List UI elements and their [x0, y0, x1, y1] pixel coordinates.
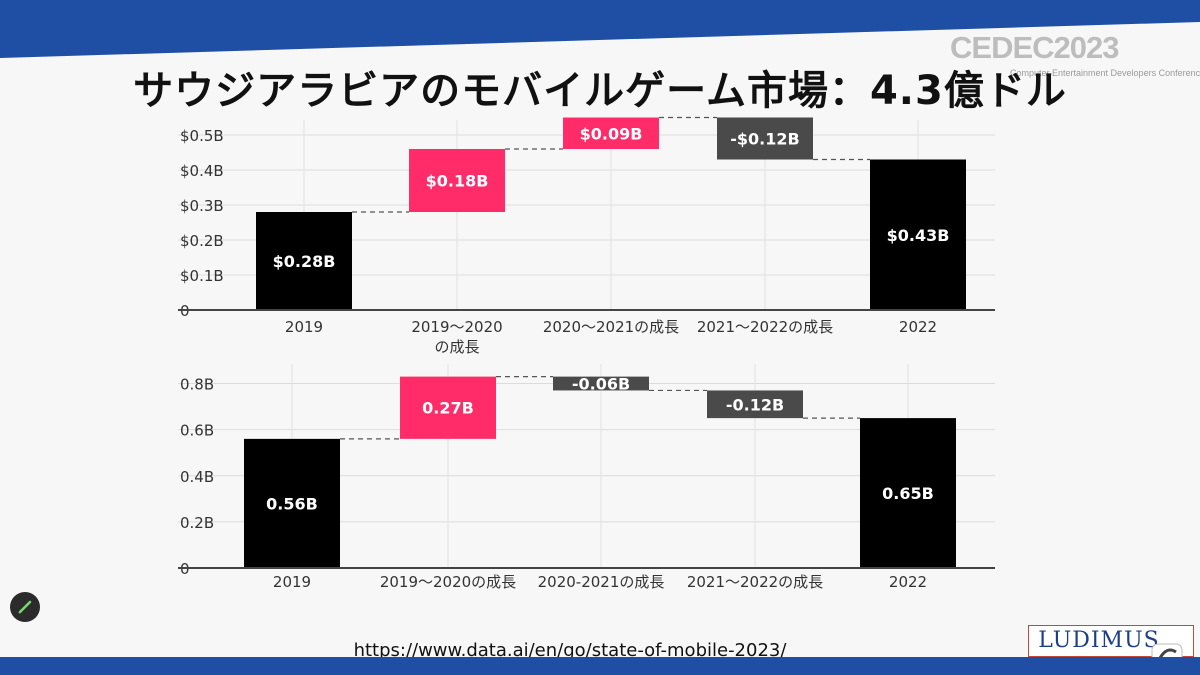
cedec-logo: CEDEC2023 Computer Entertainment Develop… — [950, 30, 1200, 80]
source-url: https://www.data.ai/en/go/state-of-mobil… — [353, 640, 787, 661]
y-tick-label: 0.4B — [180, 468, 214, 486]
cedec-logo-text: CEDEC2023 — [950, 30, 1119, 65]
y-tick-label: $0.2B — [180, 232, 224, 250]
waterfall-chart-top: 0$0.1B$0.2B$0.3B$0.4B$0.5B$0.28B$0.18B$0… — [178, 116, 995, 356]
x-tick-label: 2021〜2022の成長 — [697, 318, 833, 336]
bar — [409, 149, 505, 212]
x-tick-label: 2022 — [899, 318, 937, 336]
top-band — [0, 0, 1200, 60]
data-label: 0.65B — [882, 484, 934, 503]
bar — [400, 376, 496, 439]
bar — [553, 376, 649, 391]
x-tick-label: 2022 — [889, 573, 927, 591]
ludimus-logo-text: LUDIMUS — [1038, 628, 1160, 653]
y-tick-label: 0.2B — [180, 514, 214, 532]
bar — [563, 117, 659, 149]
y-tick-label: $0.4B — [180, 162, 224, 180]
x-tick-label: 2020〜2021の成長 — [543, 318, 679, 336]
data-label: 0.56B — [266, 494, 318, 513]
bar — [244, 438, 340, 568]
x-tick-label: 2019 — [273, 573, 311, 591]
x-tick-label: の成長 — [434, 338, 479, 356]
y-tick-label: $0.3B — [180, 197, 224, 215]
bar — [870, 159, 966, 310]
bar — [256, 212, 352, 310]
waterfall-chart-bottom: 00.2B0.4B0.6B0.8B0.56B0.27B-0.06B-0.12B0… — [178, 364, 995, 591]
x-tick-label: 2020-2021の成長 — [538, 573, 665, 591]
data-label: $0.18B — [426, 172, 489, 191]
bar — [860, 418, 956, 568]
y-tick-label: $0.1B — [180, 267, 224, 285]
pen-icon — [18, 600, 32, 614]
bar — [707, 390, 803, 419]
top-band-shape — [0, 0, 1200, 58]
slide-title: サウジアラビアのモバイルゲーム市場：4.3億ドル — [133, 68, 1067, 114]
data-label: $0.09B — [580, 124, 643, 143]
data-label: -0.06B — [572, 375, 630, 394]
cedec-logo-subtitle: Computer Entertainment Developers Confer… — [1010, 68, 1200, 78]
x-tick-label: 2021〜2022の成長 — [687, 573, 823, 591]
pen-tool-button[interactable] — [10, 592, 40, 622]
data-label: $0.43B — [887, 226, 950, 245]
bar — [717, 117, 813, 160]
y-tick-label: 0.6B — [180, 422, 214, 440]
bottom-band — [0, 657, 1200, 675]
data-label: $0.28B — [273, 252, 336, 271]
x-tick-label: 2019〜2020 — [411, 318, 502, 336]
x-tick-label: 2019 — [285, 318, 323, 336]
y-tick-label: $0.5B — [180, 127, 224, 145]
data-label: -$0.12B — [730, 130, 799, 149]
x-tick-label: 2019〜2020の成長 — [380, 573, 516, 591]
data-label: -0.12B — [726, 395, 784, 414]
y-tick-label: 0.8B — [180, 376, 214, 394]
data-label: 0.27B — [422, 399, 474, 418]
